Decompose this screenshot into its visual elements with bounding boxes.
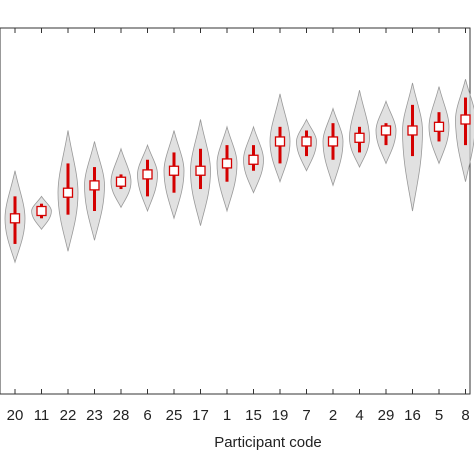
x-tick-label: 19 [272,407,289,424]
x-tick-label: 17 [192,407,209,424]
x-tick-label: 8 [461,407,469,424]
median-box [354,132,365,143]
median-box [36,205,47,217]
x-tick-label: 29 [378,407,395,424]
x-tick-label: 23 [86,407,103,424]
x-tick-label: 15 [245,407,262,424]
x-tick-label: 28 [113,407,130,424]
x-tick-label: 6 [143,407,151,424]
median-box [301,136,312,147]
median-box [221,158,233,169]
median-box [168,165,180,176]
median-box [248,154,259,165]
median-box [460,114,471,125]
x-tick-label: 4 [355,407,363,424]
median-box [274,136,286,147]
median-box [115,176,127,187]
median-box [142,169,153,180]
plot-frame [0,27,471,395]
x-tick-label: 22 [60,407,77,424]
median-box [195,165,206,176]
median-box [327,136,339,147]
median-box [433,121,445,132]
x-tick-label: 20 [7,407,24,424]
x-tick-label: 1 [223,407,231,424]
median-box [89,180,100,191]
median-box [9,213,21,224]
median-box [62,187,74,198]
x-tick-label: 11 [34,407,50,424]
x-tick-label: 7 [302,407,310,424]
x-tick-label: 16 [404,407,421,424]
x-tick-label: 25 [166,407,183,424]
x-tick-label: 2 [329,407,337,424]
median-box [407,125,418,136]
x-tick-label: 5 [435,407,443,424]
x-axis-label: Participant code [214,434,322,451]
median-box [380,125,392,136]
